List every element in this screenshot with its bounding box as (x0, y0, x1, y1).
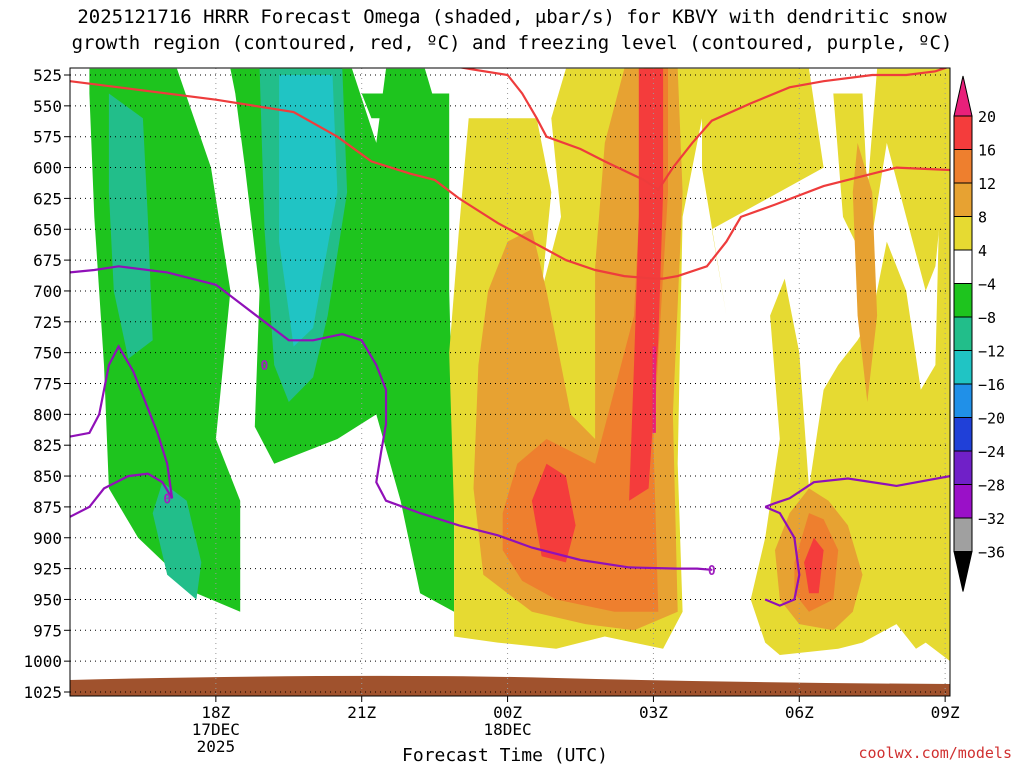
colorbar: 20 16 12 8 4 −4 −8 −12 −16 −20 −24 −28 −32 −36 (953, 75, 1005, 592)
y-tick-label: 550 (33, 97, 62, 116)
y-tick-label: 950 (33, 590, 62, 609)
colorbar-swatch-lt36 (953, 551, 973, 592)
colorbar-label: −20 (978, 410, 1005, 428)
y-tick-label: 775 (33, 375, 62, 394)
x-tick-label: 21Z (347, 703, 376, 722)
chart-title-line1: 2025121716 HRRR Forecast Omega (shaded, … (77, 6, 947, 28)
omega-shading-layer (89, 68, 950, 662)
contour-label: 0 (708, 564, 716, 579)
contour-label-layer: 0 0 0 (163, 359, 716, 579)
colorbar-label: 20 (978, 108, 996, 126)
x-tick-label: 00Z (493, 703, 522, 722)
colorbar-swatch-8_12 (953, 182, 973, 217)
freezing-level-contour (764, 475, 950, 508)
y-tick-label: 875 (33, 498, 62, 517)
omega-region-16_20 (804, 537, 824, 594)
freezing-level-contour (70, 344, 174, 518)
y-tick-label: 725 (33, 313, 62, 332)
colorbar-swatch-m8_m4 (953, 283, 973, 318)
y-tick-label: 700 (33, 282, 62, 301)
colorbar-swatch-m16_m12 (953, 350, 973, 385)
y-tick-label: 525 (33, 66, 62, 85)
omega-region-16_20 (531, 463, 576, 563)
colorbar-swatch-m24_m20 (953, 417, 973, 452)
y-tick-label: 650 (33, 220, 62, 239)
colorbar-swatch-12_16 (953, 149, 973, 184)
dgz-contour-red (457, 68, 949, 192)
omega-region-m12_m8 (108, 93, 153, 359)
colorbar-swatch-16_20 (953, 115, 973, 150)
contour-layer (70, 68, 950, 607)
contour-label: 0 (261, 359, 269, 374)
colorbar-label: 8 (978, 209, 987, 227)
colorbar-swatch-m28_m24 (953, 450, 973, 485)
x-tick-label: 06Z (785, 703, 814, 722)
colorbar-swatch-m12_m8 (953, 316, 973, 351)
x-tick-label: 09Z (931, 703, 960, 722)
y-tick-label: 900 (33, 529, 62, 548)
colorbar-label: 12 (978, 175, 996, 193)
y-tick-label: 575 (33, 128, 62, 147)
x-axis-label: Forecast Time (UTC) (402, 745, 608, 766)
omega-region-8_12 (852, 142, 878, 402)
site-credit: coolwx.com/models (858, 744, 1012, 762)
colorbar-label: −8 (978, 309, 996, 327)
colorbar-label: −36 (978, 544, 1005, 562)
omega-region-m16_m12 (279, 75, 338, 347)
x-tick-label: 18Z (201, 703, 230, 722)
colorbar-label: −28 (978, 477, 1005, 495)
y-tick-label: 750 (33, 344, 62, 363)
dgz-contour-red (70, 80, 950, 280)
grid-layer (70, 68, 950, 696)
omega-region-4_8 (702, 68, 824, 316)
colorbar-swatch-m20_m16 (953, 383, 973, 418)
colorbar-swatch-gt20 (953, 75, 973, 117)
contour-label: 0 (163, 492, 171, 507)
x-tick-label: 03Z (639, 703, 668, 722)
x-tick-label: 18DEC (483, 720, 531, 739)
chart-title-line2: growth region (contoured, red, ºC) and f… (71, 32, 953, 54)
colorbar-label: −24 (978, 443, 1005, 461)
omega-region-m12_m8 (152, 482, 202, 600)
x-tick-label: 17DEC (192, 720, 240, 739)
y-tick-label: 925 (33, 560, 62, 579)
colorbar-label: 4 (978, 242, 987, 260)
colorbar-label: −4 (978, 276, 996, 294)
y-tick-label: 825 (33, 436, 62, 455)
y-tick-label: 625 (33, 189, 62, 208)
x-tick-label: 2025 (197, 737, 236, 756)
y-tick-label: 800 (33, 405, 62, 424)
colorbar-label: −16 (978, 376, 1005, 394)
y-tick-label: 1025 (23, 683, 62, 702)
terrain-layer (70, 675, 950, 696)
y-tick-label: 600 (33, 159, 62, 178)
y-tick-label: 975 (33, 621, 62, 640)
freezing-level-contour (764, 505, 801, 607)
y-tick-label: 675 (33, 251, 62, 270)
terrain-surface (70, 675, 950, 696)
y-axis: 525 550 575 600 625 650 675 700 725 750 775 800 825 8… (23, 66, 70, 702)
y-tick-label: 850 (33, 467, 62, 486)
y-tick-label: 1000 (23, 652, 62, 671)
colorbar-swatch-4_8 (953, 216, 973, 251)
colorbar-label: −12 (978, 343, 1005, 361)
colorbar-swatch-m32_m28 (953, 484, 973, 519)
colorbar-swatch-m4_4 (953, 249, 973, 284)
colorbar-label: −32 (978, 510, 1005, 528)
omega-region-gt20 (652, 346, 656, 433)
freezing-level-contour (70, 265, 712, 571)
plot-frame (69, 67, 951, 697)
colorbar-label: 16 (978, 142, 996, 160)
colorbar-swatch-m36_m32 (953, 517, 973, 552)
